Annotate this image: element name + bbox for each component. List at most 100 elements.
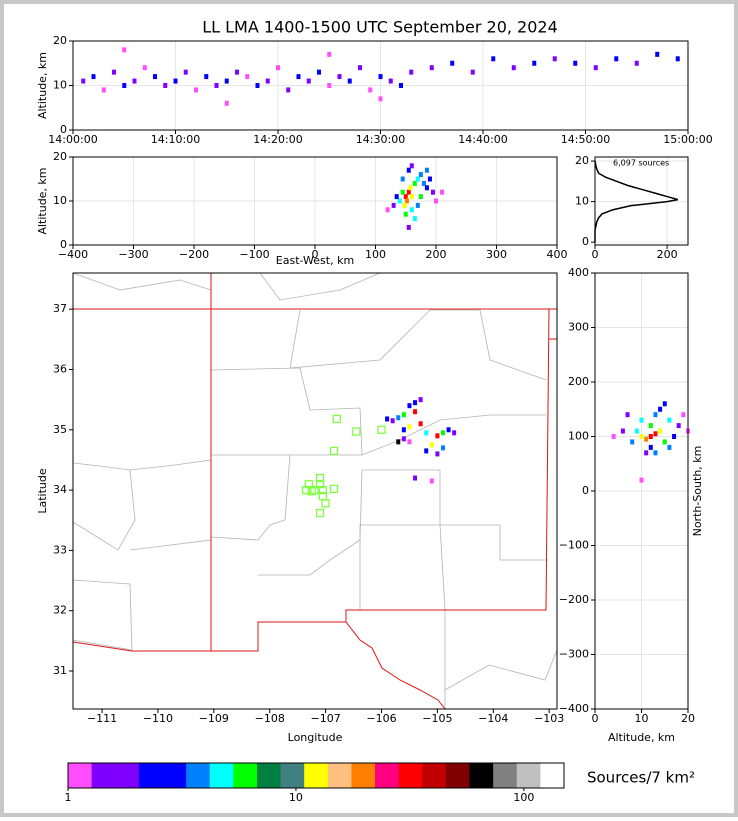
source-point — [404, 198, 409, 204]
color-box — [138, 763, 163, 788]
source-point — [390, 418, 395, 424]
source-point — [639, 417, 644, 423]
y-tick-label: 20 — [53, 34, 67, 47]
y-tick-label: −100 — [559, 539, 589, 552]
source-point — [245, 74, 250, 80]
x-axis-label: Longitude — [288, 731, 343, 744]
axes-frame — [594, 156, 689, 246]
source-point — [400, 176, 405, 182]
county-line — [259, 272, 381, 301]
source-point — [662, 401, 667, 407]
source-point — [394, 194, 399, 200]
source-point — [418, 421, 423, 427]
color-box — [516, 763, 541, 788]
color-box — [422, 763, 447, 788]
x-axis-label: East-West, km — [276, 254, 354, 267]
source-point — [385, 207, 390, 213]
source-point — [396, 439, 401, 445]
source-point — [399, 83, 403, 88]
state-border — [72, 273, 212, 652]
color-box — [91, 763, 116, 788]
source-point — [407, 439, 412, 445]
station — [352, 427, 361, 436]
source-point — [388, 78, 393, 84]
x-tick-label: −110 — [143, 712, 173, 725]
source-point — [424, 448, 429, 454]
source-point — [409, 69, 414, 75]
county-line — [359, 524, 446, 611]
source-point — [415, 176, 420, 182]
color-box — [304, 763, 329, 788]
y-tick-label: 300 — [568, 321, 589, 334]
colorbar-label: Sources/7 km² — [587, 769, 695, 787]
x-tick-label: 14:50:00 — [561, 133, 610, 146]
source-point — [224, 78, 229, 84]
source-point — [644, 436, 649, 442]
source-point — [327, 83, 332, 88]
county-line — [289, 309, 547, 381]
source-point — [625, 412, 630, 418]
colorbar-frame — [67, 762, 565, 789]
source-point — [412, 216, 417, 222]
source-point — [396, 415, 401, 421]
source-point — [400, 189, 405, 195]
y-tick-label: −200 — [559, 593, 589, 606]
y-tick-label: 35 — [53, 423, 67, 436]
source-point — [532, 60, 537, 66]
color-box — [398, 763, 423, 788]
y-tick-label: 0 — [60, 123, 67, 136]
station — [310, 485, 319, 495]
source-point — [385, 416, 390, 422]
source-point — [667, 417, 672, 423]
source-point — [434, 198, 438, 204]
y-tick-label: 32 — [53, 604, 67, 617]
x-tick-label: 14:00:00 — [48, 133, 97, 146]
source-point — [347, 78, 352, 84]
source-point — [424, 167, 429, 173]
source-point — [183, 69, 188, 75]
source-point — [681, 412, 686, 418]
source-point — [403, 194, 408, 200]
source-point — [655, 51, 660, 57]
x-tick-label: −111 — [87, 712, 117, 725]
source-point — [667, 444, 672, 450]
source-point — [662, 439, 667, 445]
x-tick-label: 14:10:00 — [151, 133, 200, 146]
y-tick-label: −400 — [559, 702, 589, 715]
color-box — [493, 763, 518, 788]
source-point — [658, 428, 663, 434]
annotation: 6,097 sources — [613, 159, 669, 168]
source-point — [450, 60, 455, 66]
source-point — [424, 185, 429, 191]
source-point — [327, 51, 332, 57]
x-tick-label: 0 — [592, 248, 599, 261]
source-point — [265, 78, 270, 84]
axes-frame — [72, 156, 558, 246]
y-tick-label: 34 — [53, 483, 67, 496]
source-point — [415, 202, 420, 208]
source-point — [418, 172, 423, 178]
source-point — [409, 207, 414, 213]
source-point — [317, 69, 321, 75]
x-tick-label: −109 — [199, 712, 229, 725]
source-point — [511, 65, 516, 71]
source-point — [634, 428, 639, 434]
source-point — [429, 442, 434, 448]
color-box — [351, 763, 376, 788]
colorbar-tick-label: 100 — [513, 791, 534, 804]
source-point — [276, 65, 280, 71]
county-line — [72, 272, 212, 291]
source-point — [573, 60, 578, 66]
source-point — [112, 69, 116, 75]
source-point — [620, 428, 625, 434]
y-axis-label: Altitude, km — [36, 167, 49, 234]
source-point — [286, 87, 291, 93]
y-tick-label: 10 — [53, 194, 67, 207]
y-tick-label: 33 — [53, 543, 67, 556]
source-point — [296, 74, 301, 80]
source-point — [675, 56, 680, 62]
station — [307, 487, 316, 496]
source-point — [429, 478, 434, 484]
source-point — [401, 427, 406, 433]
